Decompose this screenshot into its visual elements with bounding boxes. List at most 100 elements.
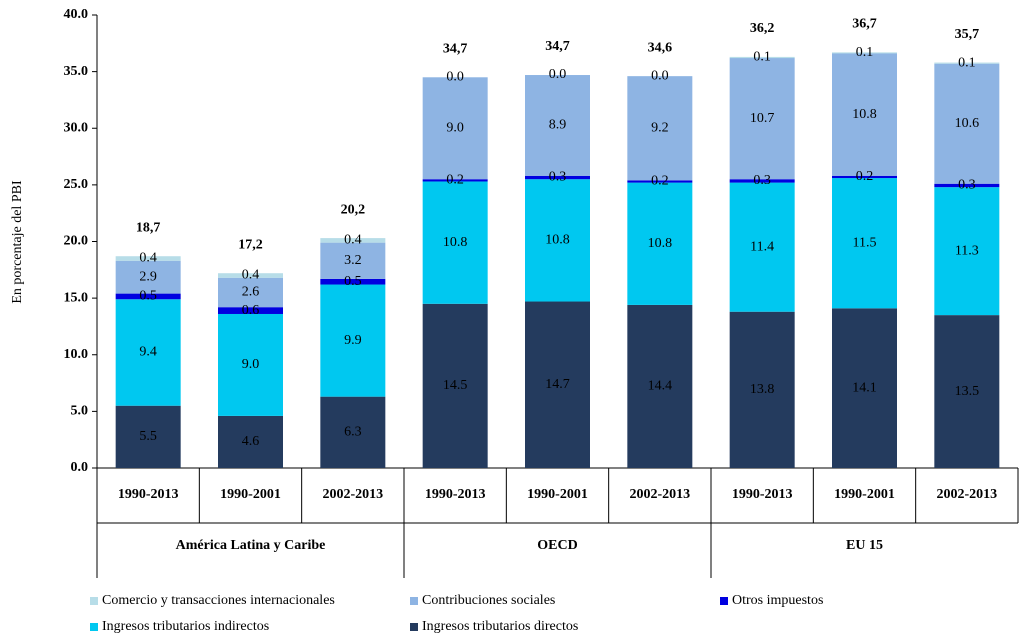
data-label: 14.5 bbox=[443, 378, 468, 393]
total-label: 36,7 bbox=[852, 17, 877, 32]
bar-segment bbox=[934, 315, 1000, 468]
data-label: 9.0 bbox=[446, 120, 464, 135]
bar-segment bbox=[320, 284, 386, 397]
bar-segment bbox=[627, 304, 693, 468]
data-label: 0.2 bbox=[651, 174, 669, 189]
total-label: 34,7 bbox=[443, 42, 468, 57]
group-label: EU 15 bbox=[846, 538, 883, 553]
data-label: 10.8 bbox=[443, 235, 468, 250]
y-tick-label: 20.0 bbox=[64, 234, 89, 249]
y-tick-label: 0.0 bbox=[71, 460, 89, 475]
legend-swatch bbox=[410, 597, 418, 605]
bar-segment bbox=[832, 52, 897, 54]
data-label: 0.0 bbox=[446, 70, 464, 85]
bar-segment bbox=[627, 76, 693, 181]
data-label: 0.3 bbox=[753, 173, 771, 188]
bar-segment bbox=[832, 53, 897, 176]
total-label: 18,7 bbox=[136, 220, 161, 235]
bar-segment bbox=[218, 307, 283, 314]
bar-segment bbox=[422, 77, 488, 180]
y-tick-label: 30.0 bbox=[64, 120, 89, 135]
data-label: 9.2 bbox=[651, 120, 669, 135]
legend-label: Otros impuestos bbox=[732, 593, 823, 608]
bar-segment bbox=[934, 187, 1000, 316]
legend-swatch bbox=[410, 623, 418, 631]
data-label: 13.5 bbox=[955, 384, 980, 399]
data-label: 0.5 bbox=[139, 289, 157, 304]
legend-swatch bbox=[720, 597, 728, 605]
data-label: 0.0 bbox=[549, 67, 567, 82]
data-label: 0.0 bbox=[651, 68, 669, 83]
bar-segment bbox=[525, 75, 590, 176]
bar-segment bbox=[422, 179, 488, 182]
bar-segment bbox=[115, 293, 181, 300]
total-label: 34,7 bbox=[545, 39, 570, 54]
data-label: 0.3 bbox=[549, 170, 567, 185]
legend-swatch bbox=[90, 597, 98, 605]
data-label: 0.2 bbox=[446, 173, 464, 188]
data-label: 0.2 bbox=[856, 169, 874, 184]
total-label: 34,6 bbox=[648, 40, 673, 55]
bar-segment bbox=[729, 311, 795, 468]
data-label: 0.4 bbox=[139, 251, 157, 266]
data-label: 10.8 bbox=[852, 107, 877, 122]
data-label: 10.7 bbox=[750, 111, 775, 126]
bar-segment bbox=[218, 277, 283, 308]
bar-segment bbox=[729, 179, 795, 183]
data-label: 4.6 bbox=[242, 434, 260, 449]
bar-segment bbox=[934, 62, 1000, 64]
bar-segment bbox=[218, 273, 283, 278]
data-label: 9.0 bbox=[242, 357, 260, 372]
bar-segment bbox=[934, 63, 1000, 184]
y-axis-label: En porcentaje del PBI bbox=[10, 180, 25, 304]
data-label: 0.1 bbox=[958, 55, 976, 70]
y-tick-label: 25.0 bbox=[64, 177, 89, 192]
y-tick-label: 5.0 bbox=[71, 404, 89, 419]
data-label: 3.2 bbox=[344, 253, 362, 268]
legend-swatch bbox=[90, 623, 98, 631]
bar-segment bbox=[627, 182, 693, 305]
y-tick-label: 15.0 bbox=[64, 290, 89, 305]
data-label: 9.9 bbox=[344, 333, 362, 348]
bar-segment bbox=[320, 238, 386, 243]
bar-segment bbox=[832, 178, 897, 309]
data-label: 11.3 bbox=[955, 243, 979, 258]
x-tick-label: 2002-2013 bbox=[629, 487, 690, 502]
y-tick-label: 40.0 bbox=[64, 7, 89, 22]
data-label: 11.4 bbox=[750, 239, 774, 254]
data-label: 9.4 bbox=[139, 345, 157, 360]
bar-segment bbox=[627, 180, 693, 183]
bar-segment bbox=[832, 308, 897, 468]
data-label: 14.1 bbox=[852, 380, 877, 395]
y-tick-label: 10.0 bbox=[64, 347, 89, 362]
bar-segment bbox=[320, 278, 386, 285]
bar-segment bbox=[832, 175, 897, 179]
legend-label: Ingresos tributarios indirectos bbox=[102, 619, 269, 634]
legend-label: Comercio y transacciones internacionales bbox=[102, 593, 335, 608]
data-label: 0.5 bbox=[344, 274, 362, 289]
data-label: 13.8 bbox=[750, 382, 775, 397]
x-tick-label: 1990-2013 bbox=[118, 487, 179, 502]
group-label: OECD bbox=[537, 538, 577, 553]
legend-label: Contribuciones sociales bbox=[422, 593, 555, 608]
bar-segment bbox=[525, 179, 590, 302]
data-label: 8.9 bbox=[549, 118, 567, 133]
bar-segment bbox=[525, 175, 590, 180]
data-label: 0.1 bbox=[753, 50, 771, 65]
bar-segment bbox=[115, 260, 181, 294]
total-label: 20,2 bbox=[341, 202, 366, 217]
bar-segment bbox=[218, 415, 283, 468]
data-label: 11.5 bbox=[853, 235, 877, 250]
data-label: 0.4 bbox=[242, 268, 260, 283]
bar-segment bbox=[729, 58, 795, 180]
data-label: 14.7 bbox=[545, 377, 570, 392]
y-tick-label: 35.0 bbox=[64, 64, 89, 79]
bar-segment bbox=[115, 256, 181, 261]
bar-segment bbox=[729, 182, 795, 312]
bar-segment bbox=[422, 181, 488, 304]
x-tick-label: 2002-2013 bbox=[936, 487, 997, 502]
x-tick-label: 2002-2013 bbox=[322, 487, 383, 502]
bar-segment bbox=[422, 303, 488, 468]
bar-segment bbox=[320, 396, 386, 468]
